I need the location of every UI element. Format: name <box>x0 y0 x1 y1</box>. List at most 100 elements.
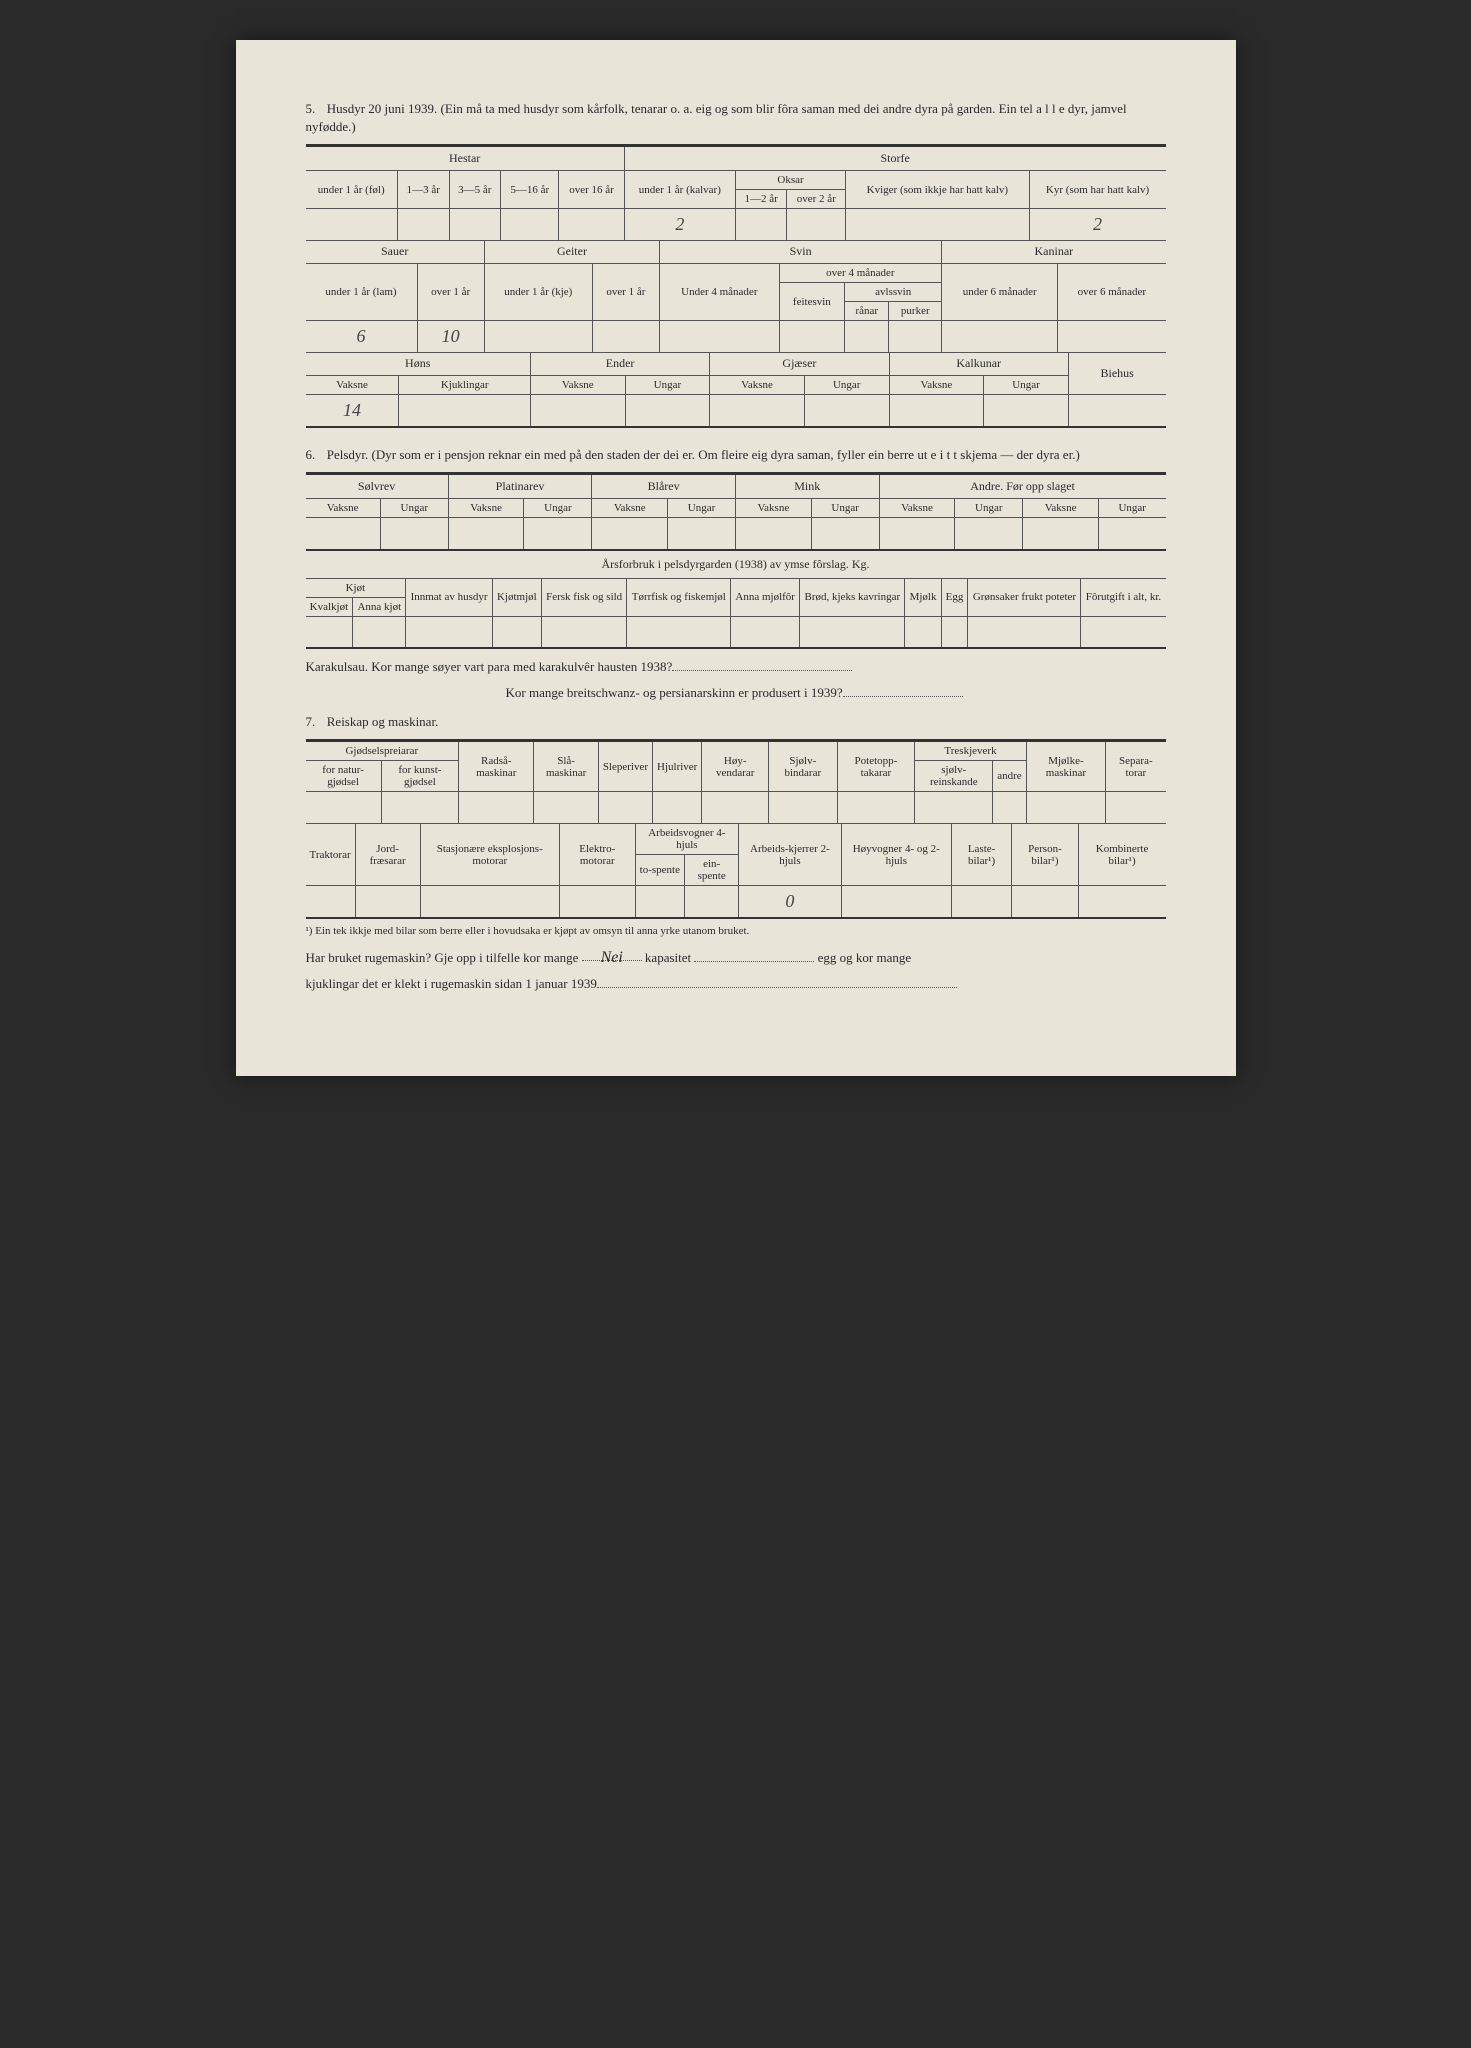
group: Blårev <box>592 475 736 499</box>
col: for natur-gjødsel <box>306 761 382 792</box>
group-sauer: Sauer <box>306 240 485 264</box>
col: Anna kjøt <box>353 597 406 616</box>
col: Traktorar <box>306 824 356 886</box>
col: Gjødselspreiarar <box>306 742 459 761</box>
col: Elektro-motorar <box>559 824 635 886</box>
col: under 6 månader <box>942 264 1058 321</box>
col: ein-spente <box>685 855 739 886</box>
col: Kviger (som ikkje har hatt kalv) <box>846 171 1029 209</box>
section7-heading: 7. Reiskap og maskinar. <box>306 713 1166 731</box>
col: Kyr (som har hatt kalv) <box>1029 171 1165 209</box>
col: Kjuklingar <box>399 376 530 395</box>
col: Laste-bilar¹) <box>951 824 1011 886</box>
col: under 1 år (føl) <box>306 171 398 209</box>
col: Høy-vendarar <box>702 742 769 792</box>
table-sauer-svin: Sauer Geiter Svin Kaninar under 1 år (la… <box>306 240 1166 353</box>
col: Ungar <box>804 376 889 395</box>
col: Stasjonære eksplosjons-motorar <box>420 824 559 886</box>
col: Ungar <box>955 499 1023 518</box>
col: Ungar <box>380 499 448 518</box>
group-hestar: Hestar <box>306 147 625 171</box>
group-kaninar: Kaninar <box>942 240 1166 264</box>
table-hestar-storfe: Hestar Storfe under 1 år (føl) 1—3 år 3—… <box>306 147 1166 241</box>
col: Høyvogner 4- og 2-hjuls <box>841 824 951 886</box>
val-kalvar: 2 <box>624 209 735 241</box>
rugemaskin-q2: kjuklingar det er klekt i rugemaskin sid… <box>306 976 1166 992</box>
col: Vaksne <box>735 499 811 518</box>
section6-num: 6. <box>306 446 324 464</box>
col-oksar: Oksar <box>735 171 845 190</box>
col: Slå-maskinar <box>534 742 598 792</box>
col: Hjulriver <box>653 742 702 792</box>
col: Fôrutgift i alt, kr. <box>1081 578 1166 616</box>
col: rånar <box>845 302 889 321</box>
group: Platinarev <box>448 475 592 499</box>
group-storfe: Storfe <box>624 147 1165 171</box>
section5-text: Husdyr 20 juni 1939. (Ein må ta med husd… <box>306 101 1127 134</box>
col: Vaksne <box>448 499 524 518</box>
col: Arbeidsvogner 4-hjuls <box>635 824 739 855</box>
col-biehus: Biehus <box>1068 352 1165 395</box>
col: Arbeids-kjerrer 2-hjuls <box>739 824 841 886</box>
col: Ungar <box>811 499 879 518</box>
table-reiskap-2: Traktorar Jord-fræsarar Stasjonære ekspl… <box>306 823 1166 919</box>
col: Ungar <box>625 376 710 395</box>
group-hons: Høns <box>306 352 531 376</box>
col: Fersk fisk og sild <box>541 578 627 616</box>
col: Potetopp-takarar <box>837 742 915 792</box>
col: Innmat av husdyr <box>406 578 493 616</box>
col: Egg <box>941 578 968 616</box>
col: Ungar <box>1098 499 1165 518</box>
section6-heading: 6. Pelsdyr. (Dyr som er i pensjon reknar… <box>306 446 1166 464</box>
col: over 16 år <box>559 171 624 209</box>
col: 5—16 år <box>501 171 559 209</box>
col: Under 4 månader <box>660 264 779 321</box>
col: andre <box>993 761 1026 792</box>
col: Sjølv-bindarar <box>769 742 838 792</box>
section7-num: 7. <box>306 713 324 731</box>
col: Mjølk <box>905 578 941 616</box>
group-kalkunar: Kalkunar <box>889 352 1068 376</box>
karakul-q1: Karakulsau. Kor mange søyer vart para me… <box>306 659 1166 675</box>
col: Separa-torar <box>1106 742 1166 792</box>
section6-text: Pelsdyr. (Dyr som er i pensjon reknar ei… <box>327 447 1080 462</box>
val: 14 <box>306 395 399 427</box>
col: purker <box>889 302 942 321</box>
col: Ungar <box>524 499 592 518</box>
val-kyr: 2 <box>1029 209 1165 241</box>
col: Kombinerte bilar¹) <box>1078 824 1165 886</box>
col: under 1 år (kalvar) <box>624 171 735 209</box>
col: for kunst-gjødsel <box>381 761 458 792</box>
col: over 1 år <box>417 264 484 321</box>
col: over 6 månader <box>1058 264 1166 321</box>
col: Vaksne <box>710 376 805 395</box>
col: over 1 år <box>592 264 659 321</box>
table-fjorfe: Høns Ender Gjæser Kalkunar Biehus Vaksne… <box>306 352 1166 428</box>
group: Mink <box>735 475 879 499</box>
col: Vaksne <box>306 499 381 518</box>
col: to-spente <box>635 855 685 886</box>
section5-num: 5. <box>306 100 324 118</box>
col: Person-bilar¹) <box>1012 824 1078 886</box>
col: over 2 år <box>787 190 846 209</box>
section7-text: Reiskap og maskinar. <box>327 714 439 729</box>
val: 10 <box>417 321 484 353</box>
table-reiskap-1: Gjødselspreiarar Radså-maskinar Slå-mask… <box>306 742 1166 824</box>
col: Kvalkjøt <box>306 597 353 616</box>
group: Sølvrev <box>306 475 449 499</box>
col: Radså-maskinar <box>459 742 534 792</box>
col: Grønsaker frukt poteter <box>968 578 1081 616</box>
group-andre: Andre. Før opp slaget <box>879 475 1165 499</box>
col: 1—2 år <box>735 190 787 209</box>
group-gjaeser: Gjæser <box>710 352 889 376</box>
col: avlssvin <box>845 283 942 302</box>
table-feed: Kjøt Innmat av husdyr Kjøtmjøl Fersk fis… <box>306 578 1166 650</box>
col: Treskjeverk <box>915 742 1026 761</box>
col: sjølv-reinskande <box>915 761 993 792</box>
footnote: ¹) Ein tek ikkje med bilar som berre ell… <box>306 925 1166 937</box>
feed-caption: Årsforbruk i pelsdyrgarden (1938) av yms… <box>306 551 1166 578</box>
col: Vaksne <box>889 376 984 395</box>
group-ender: Ender <box>530 352 709 376</box>
col: Ungar <box>668 499 736 518</box>
val-kjerrer: 0 <box>739 886 841 918</box>
